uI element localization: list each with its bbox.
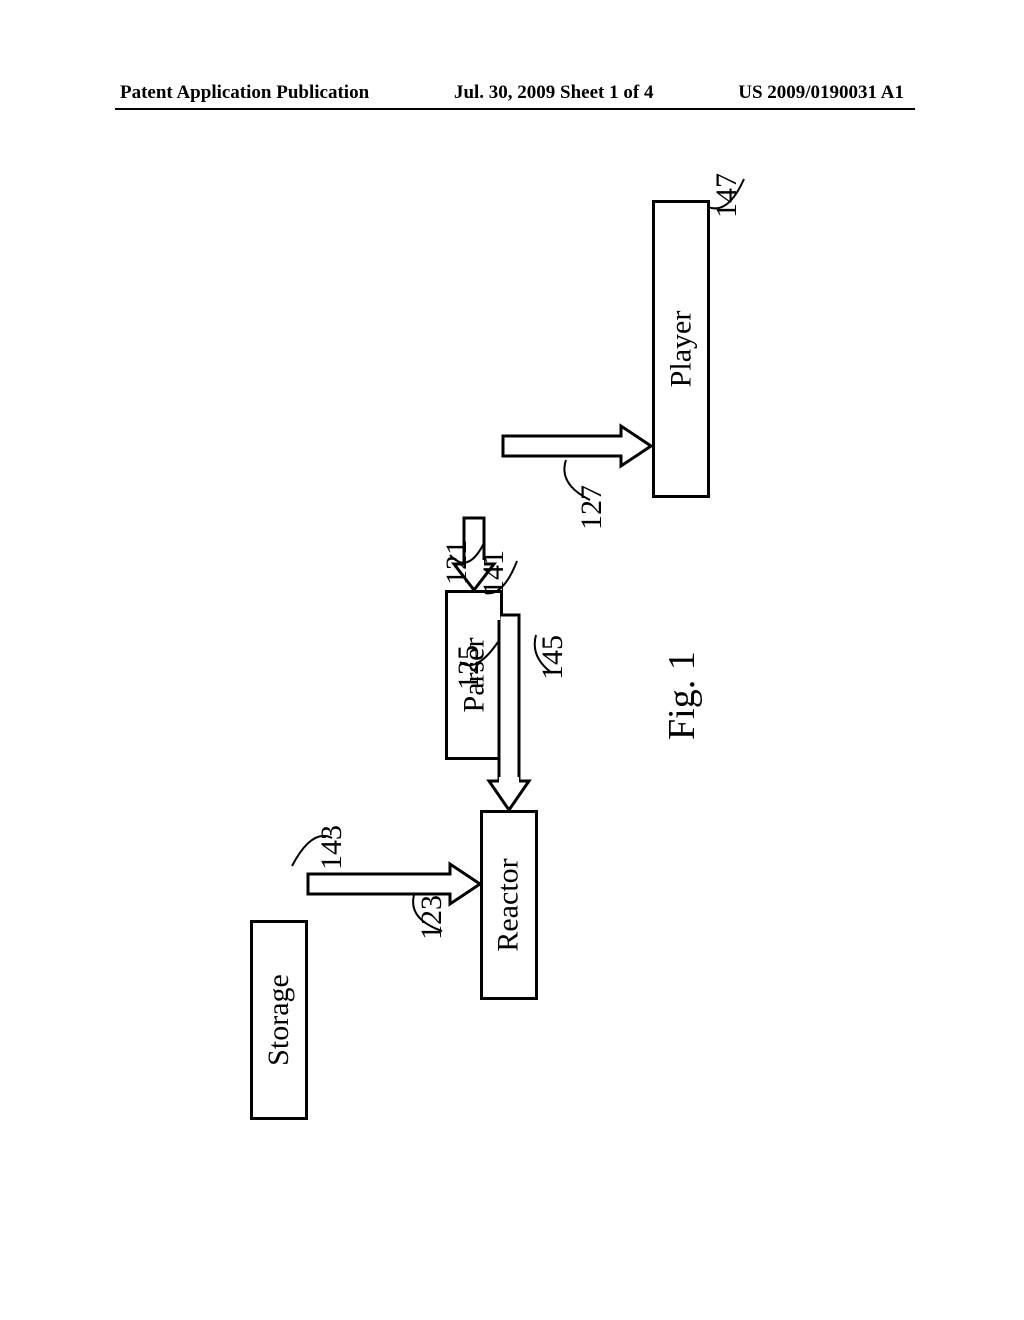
reactor-box: Reactor [480, 810, 538, 1000]
storage-box: Storage [250, 920, 308, 1120]
leader-143 [290, 832, 336, 872]
patch [448, 610, 500, 620]
header-right: US 2009/0190031 A1 [738, 82, 904, 104]
storage-label: Storage [262, 974, 296, 1066]
leader-145 [534, 635, 558, 677]
figure-1-diagram: Parser Storage Reactor Player 121 141 [150, 160, 870, 1160]
leader-125 [458, 638, 502, 680]
header-left: Patent Application Publication [120, 82, 369, 104]
page-header: Patent Application Publication Jul. 30, … [0, 82, 1024, 104]
leader-141 [485, 555, 523, 597]
reactor-label: Reactor [492, 858, 526, 951]
header-center: Jul. 30, 2009 Sheet 1 of 4 [454, 82, 654, 104]
player-label: Player [664, 311, 698, 388]
leader-123 [410, 895, 450, 935]
leader-127 [560, 460, 600, 504]
figure-caption: Fig. 1 [660, 651, 704, 740]
leader-147 [708, 175, 750, 215]
header-rule [115, 108, 915, 110]
player-box: Player [652, 200, 710, 498]
